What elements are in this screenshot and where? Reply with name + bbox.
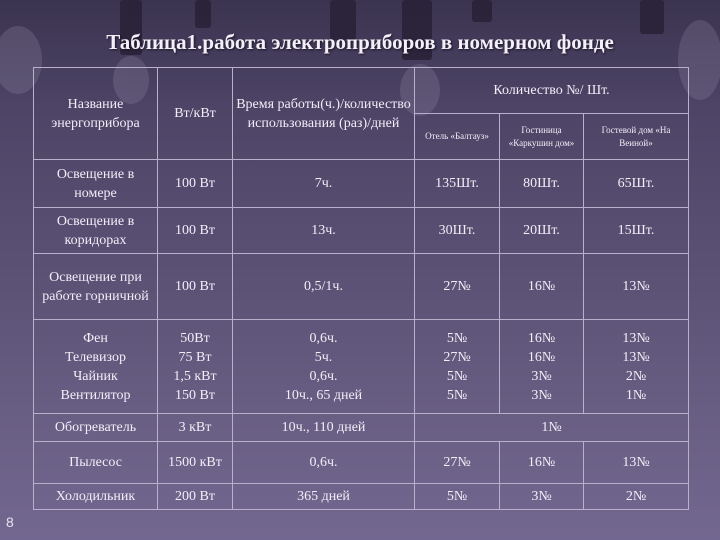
cell-hotel-1: 27№	[414, 441, 500, 484]
cell-time: 365 дней	[232, 483, 415, 510]
cell-power: 100 Вт	[157, 253, 233, 320]
cell-name: Чайник	[73, 368, 118, 384]
cell-hotel-3: 13№	[622, 330, 650, 346]
cell-power: 100 Вт	[157, 159, 233, 208]
cell-name: Обогреватель	[33, 413, 158, 442]
cell-power: 50Вт	[180, 330, 210, 346]
cell-hotel-2-group: 16№ 16№ 3№ 3№	[499, 319, 584, 414]
cell-name: Освещение в номере	[33, 159, 158, 208]
cell-name: Пылесос	[33, 441, 158, 484]
header-time: Время работы(ч.)/количество использовани…	[232, 67, 415, 160]
cell-power: 1500 кВт	[157, 441, 233, 484]
header-hotel-1: Отель «Балтауз»	[414, 113, 500, 160]
cell-hotel-3: 15Шт.	[582, 207, 690, 254]
cell-name: Холодильник	[33, 483, 158, 510]
header-quantity: Количество №/ Шт.	[413, 67, 690, 114]
cell-hotel-2: 16№	[499, 441, 584, 484]
table-row: Освещение при работе горничной 100 Вт 0,…	[33, 253, 690, 320]
cell-power: 75 Вт	[178, 349, 212, 365]
cell-hotel-2: 80Шт.	[499, 159, 584, 208]
cell-hotel-3: 2№	[582, 483, 690, 510]
table-row: Обогреватель 3 кВт 10ч., 110 дней 1№	[33, 413, 690, 442]
table-row-group: Фен Телевизор Чайник Вентилятор 50Вт 75 …	[33, 319, 690, 414]
cell-hotel-3: 13№	[582, 441, 690, 484]
cell-power: 1,5 кВт	[173, 368, 217, 384]
cell-hotel-2: 3№	[531, 387, 552, 403]
cell-hotel-3: 13№	[582, 253, 690, 320]
cell-hotel-2: 16№	[527, 330, 556, 346]
cell-time: 0,6ч.	[309, 330, 338, 346]
cell-power: 200 Вт	[157, 483, 233, 510]
cell-hotel-1: 5№	[446, 330, 468, 346]
cell-hotel-2: 20Шт.	[499, 207, 584, 254]
cell-time: 5ч.	[314, 349, 333, 365]
cell-name: Фен	[83, 330, 108, 346]
cell-hotel-1: 5№	[446, 387, 468, 403]
header-hotel-3: Гостевой дом «На Веиной»	[582, 113, 690, 160]
cell-name: Освещение при работе горничной	[33, 253, 158, 320]
appliance-table: Название энергоприбора Вт/кВт Время рабо…	[33, 67, 690, 510]
cell-hotel-2: 16№	[527, 349, 556, 365]
cell-hotel-3: 2№	[625, 368, 647, 384]
cell-hotel-3-group: 13№ 13№ 2№ 1№	[582, 319, 690, 414]
cell-hotel-2: 3№	[531, 368, 552, 384]
cell-hotels-merged: 1№	[413, 413, 690, 442]
cell-hotel-3: 65Шт.	[582, 159, 690, 208]
cell-time: 10ч., 110 дней	[232, 413, 415, 442]
header-name: Название энергоприбора	[33, 67, 158, 160]
table-title: Таблица1.работа электроприборов в номерн…	[106, 30, 614, 54]
table-row: Освещение в номере 100 Вт 7ч. 135Шт. 80Ш…	[33, 159, 690, 208]
cell-time-group: 0,6ч. 5ч. 0,6ч. 10ч., 65 дней	[232, 319, 415, 414]
cell-hotel-1: 30Шт.	[414, 207, 500, 254]
table-row: Пылесос 1500 кВт 0,6ч. 27№ 16№ 13№	[33, 441, 690, 484]
cell-power: 150 Вт	[175, 387, 215, 403]
table-row: Освещение в коридорах 100 Вт 13ч. 30Шт. …	[33, 207, 690, 254]
cell-hotel-1: 27№	[443, 349, 471, 365]
cell-hotel-1: 5№	[414, 483, 500, 510]
header-power: Вт/кВт	[157, 67, 233, 160]
cell-name: Телевизор	[65, 349, 126, 365]
cell-name-group: Фен Телевизор Чайник Вентилятор	[33, 319, 158, 414]
cell-time: 0,5/1ч.	[232, 253, 415, 320]
cell-hotel-3: 13№	[622, 349, 650, 365]
cell-time: 13ч.	[232, 207, 415, 254]
cell-power-group: 50Вт 75 Вт 1,5 кВт 150 Вт	[157, 319, 233, 414]
cell-power: 100 Вт	[157, 207, 233, 254]
cell-hotel-3: 1№	[625, 387, 647, 403]
slide-number: 8	[6, 514, 14, 530]
cell-hotel-1: 27№	[414, 253, 500, 320]
cell-hotel-2: 3№	[499, 483, 584, 510]
cell-time: 0,6ч.	[232, 441, 415, 484]
header-hotel-2: Гостиница «Каркушин дом»	[499, 113, 584, 160]
cell-time: 0,6ч.	[309, 368, 338, 384]
cell-time: 10ч., 65 дней	[284, 387, 363, 403]
cell-name: Освещение в коридорах	[33, 207, 158, 254]
cell-name: Вентилятор	[60, 387, 131, 403]
cell-power: 3 кВт	[157, 413, 233, 442]
cell-hotel-1: 5№	[446, 368, 468, 384]
cell-hotel-1: 135Шт.	[414, 159, 500, 208]
cell-hotel-1-group: 5№ 27№ 5№ 5№	[414, 319, 500, 414]
cell-hotel-2: 16№	[499, 253, 584, 320]
cell-time: 7ч.	[232, 159, 415, 208]
table-row: Холодильник 200 Вт 365 дней 5№ 3№ 2№	[33, 483, 690, 510]
